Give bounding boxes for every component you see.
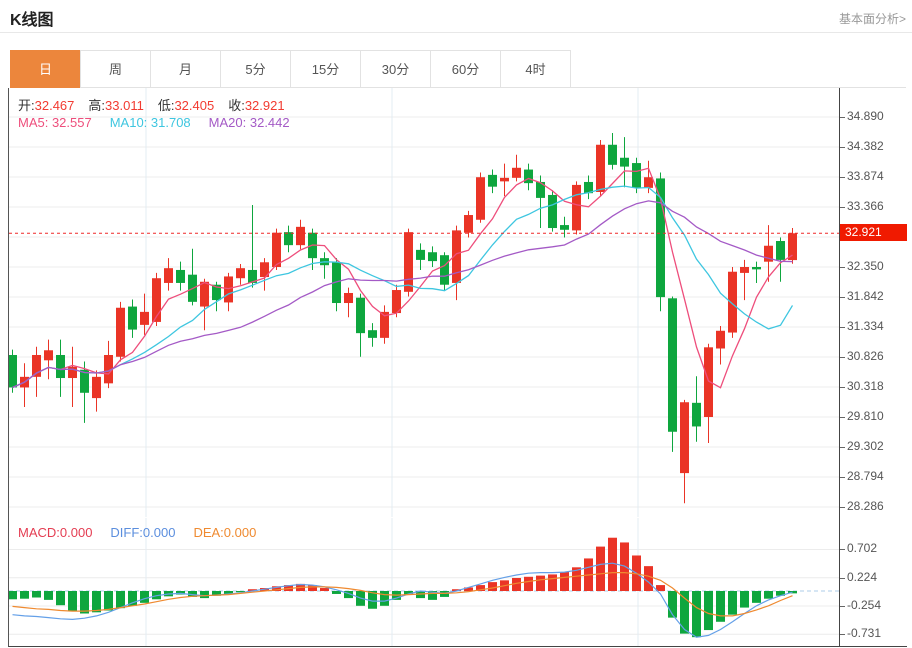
- ma-value: MA10: 31.708: [109, 115, 191, 130]
- y-axis-label: 32.350: [847, 258, 884, 273]
- axis-tick: [840, 606, 845, 607]
- y-axis-label: 30.826: [847, 348, 884, 363]
- ohlc-value: 32.467: [34, 98, 75, 113]
- y-axis-label: 33.366: [847, 198, 884, 213]
- y-axis-label: 29.810: [847, 408, 884, 423]
- macd-axis-label: -0.731: [847, 626, 882, 641]
- ma10-line: [12, 185, 794, 389]
- y-axis-label: 28.794: [847, 468, 884, 483]
- axis-tick: [840, 177, 845, 178]
- y-axis-label: 30.318: [847, 378, 884, 393]
- axis-tick: [840, 117, 845, 118]
- axis-tick: [840, 207, 845, 208]
- price-axis-line: [839, 88, 840, 646]
- tab-5min[interactable]: 5分: [220, 50, 291, 88]
- axis-tick: [840, 267, 845, 268]
- y-axis-label: 28.286: [847, 498, 884, 513]
- ohlc-readout: 开:32.467 高:33.011 低:32.405 收:32.921: [18, 95, 299, 114]
- y-axis-label: 33.874: [847, 168, 884, 183]
- macd-axis-label: 0.224: [847, 569, 878, 584]
- axis-tick: [840, 147, 845, 148]
- macd-axis-label: 0.702: [847, 541, 878, 556]
- ohlc-label: 收:: [228, 98, 245, 113]
- axis-tick: [840, 549, 845, 550]
- ohlc-value: 33.011: [105, 98, 144, 113]
- macd-value: MACD:0.000: [18, 525, 93, 540]
- tab-30min[interactable]: 30分: [360, 50, 431, 88]
- ohlc-label: 开:: [18, 98, 35, 113]
- axis-tick: [840, 327, 845, 328]
- macd-value: DEA:0.000: [193, 525, 257, 540]
- main-chart-canvas[interactable]: [9, 88, 839, 517]
- tab-60min[interactable]: 60分: [430, 50, 501, 88]
- macd-axis-label: -0.254: [847, 598, 882, 613]
- dif-line: [12, 562, 793, 638]
- y-axis-label: 31.842: [847, 288, 884, 303]
- y-axis-label: 29.302: [847, 438, 884, 453]
- axis-tick: [840, 578, 845, 579]
- candles-layer: [9, 132, 797, 504]
- axis-tick: [840, 387, 845, 388]
- tab-15min[interactable]: 15分: [290, 50, 361, 88]
- ma-value: MA5: 32.557: [18, 115, 92, 130]
- tab-month[interactable]: 月: [150, 50, 221, 88]
- main-gridlines: [9, 88, 839, 517]
- macd-readout: MACD:0.000 DIFF:0.000 DEA:0.000: [18, 525, 274, 540]
- page-title: K线图: [10, 12, 54, 29]
- kline-chart-widget: 开:32.467 高:33.011 低:32.405 收:32.921 MA5: 32…: [8, 88, 907, 647]
- macd-chart-canvas[interactable]: [9, 518, 839, 646]
- tab-week[interactable]: 周: [80, 50, 151, 88]
- dea-line: [12, 571, 793, 617]
- ma5-line: [12, 167, 793, 389]
- ma-value: MA20: 32.442: [208, 115, 290, 130]
- axis-tick: [840, 507, 845, 508]
- header-divider: [0, 32, 912, 33]
- ohlc-value: 32.405: [174, 98, 215, 113]
- tab-day[interactable]: 日: [10, 50, 81, 88]
- ohlc-label: 高:: [88, 98, 106, 113]
- axis-tick: [840, 447, 845, 448]
- axis-tick: [840, 477, 845, 478]
- tab-4hour[interactable]: 4时: [500, 50, 571, 88]
- axis-tick: [840, 634, 845, 635]
- axis-tick: [840, 297, 845, 298]
- fundamental-analysis-link[interactable]: 基本面分析>: [838, 12, 906, 26]
- y-axis-label: 34.382: [847, 138, 884, 153]
- y-axis-label: 31.334: [847, 318, 884, 333]
- macd-value: DIFF:0.000: [110, 525, 176, 540]
- ma-readout: MA5: 32.557 MA10: 31.708 MA20: 32.442: [18, 115, 308, 130]
- axis-tick: [840, 417, 845, 418]
- y-axis-label: 34.890: [847, 109, 884, 123]
- ohlc-value: 32.921: [244, 98, 285, 113]
- ma20-line: [12, 200, 793, 389]
- interval-tabbar: 日周月 5分 15分 30分 60分 4时: [10, 50, 906, 88]
- current-price-tag: 32.921: [840, 224, 907, 241]
- axis-tick: [840, 357, 845, 358]
- ohlc-label: 低:: [157, 98, 175, 113]
